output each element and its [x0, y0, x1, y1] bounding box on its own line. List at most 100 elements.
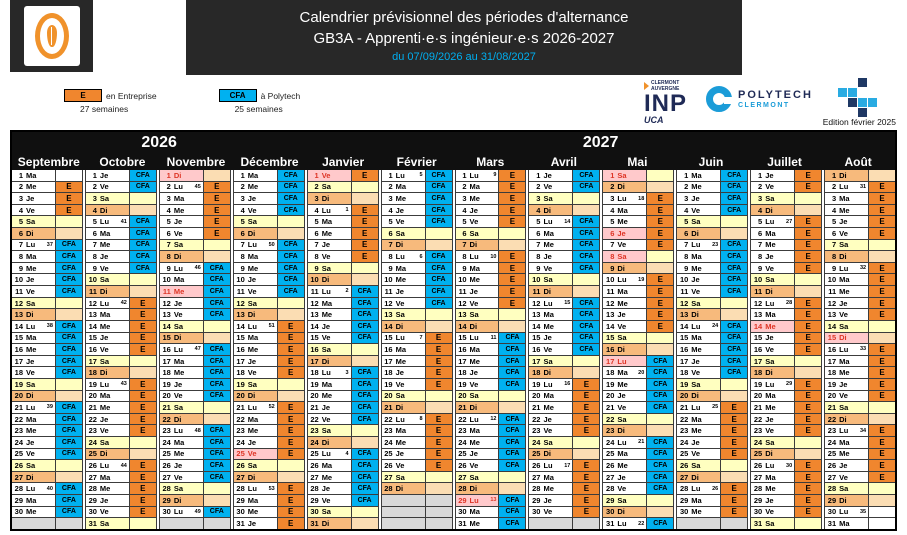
day-row: 7 Lu 37 CFA — [12, 239, 82, 252]
weekday-label: Sa — [321, 344, 331, 354]
weekday-label: Ma — [247, 414, 259, 424]
day-cell: 27 Di — [233, 471, 278, 483]
status-cell: CFA — [647, 483, 674, 495]
day-number: 3 — [92, 194, 97, 204]
day-cell: 26 Ve — [455, 460, 500, 471]
day-cell: 10 Me — [381, 274, 426, 286]
weekday-label: Ma — [247, 495, 259, 505]
status-cell: E — [129, 309, 156, 320]
status-cell — [55, 378, 82, 390]
day-row: 16 Me E — [233, 344, 304, 356]
week-number: 9 — [493, 172, 497, 179]
weekday-label: Ma — [395, 263, 407, 273]
weekday-label: Ma — [765, 228, 776, 238]
day-cell: 22 Ma — [12, 413, 56, 425]
week-number: 26 — [712, 485, 719, 492]
weekday-label: Ma — [691, 495, 702, 505]
status-cell: E — [55, 204, 82, 216]
day-cell: 17 Ma — [825, 355, 870, 367]
weekday-label: Je — [99, 170, 109, 180]
day-row: 14 Sa — [825, 320, 896, 333]
day-row: 30 Lu 35 — [825, 506, 896, 519]
day-cell: 1 Je — [85, 170, 130, 181]
day-row: 4 Lu 1 E — [307, 204, 378, 217]
week-number: 13 — [490, 497, 497, 504]
day-number: 27 — [14, 472, 23, 482]
day-row: 22 Sa — [603, 413, 674, 426]
day-row: 3 Je CFA — [233, 193, 304, 205]
day-row: 23 Ma CFA — [455, 425, 526, 438]
status-cell — [425, 320, 452, 332]
day-cell: 5 Lu 41 — [85, 216, 130, 228]
day-row: 22 Je E — [85, 413, 156, 426]
weekday-label: Je — [247, 356, 257, 366]
day-cell: 2 Lu 31 — [825, 181, 870, 193]
status-cell — [721, 309, 748, 320]
day-row: 30 Sa — [307, 506, 378, 519]
status-cell: E — [277, 506, 304, 518]
day-number: 30 — [310, 507, 319, 517]
status-cell — [203, 239, 230, 251]
weekday-label: Ma — [26, 414, 37, 424]
day-row: 11 Je E — [455, 286, 526, 298]
day-row: 19 Ve CFA — [455, 378, 526, 391]
status-cell: E — [499, 286, 526, 297]
month-column-juillet: 1 Je E 2 Ve E 3 Sa 4 Di 5 Lu 27 E 6 Ma E 7 Me E 8 Je E 9 Ve E 10 Sa… — [750, 170, 823, 529]
status-cell — [277, 378, 304, 390]
day-cell: 24 Ma — [825, 437, 870, 448]
day-cell: 13 Sa — [381, 309, 426, 320]
day-row: 24 Di — [307, 437, 378, 449]
weekday-label: Lu — [617, 194, 627, 204]
day-row: 22 Di — [825, 413, 896, 426]
status-cell — [795, 448, 822, 460]
day-row: 6 Di — [233, 228, 304, 240]
day-number: 28 — [310, 484, 319, 494]
status-cell: CFA — [55, 344, 82, 355]
day-cell: 12 Lu 42 — [85, 297, 130, 309]
day-row: 10 Di — [307, 274, 378, 287]
day-cell: 3 Me — [455, 193, 500, 204]
weekday-label: Je — [395, 368, 404, 378]
weekday-label: Ve — [247, 286, 257, 296]
day-cell: 21 Me — [529, 402, 574, 413]
day-number: 7 — [18, 240, 23, 250]
weekday-label: Sa — [173, 240, 184, 250]
day-number: 25 — [162, 449, 171, 459]
weekday-label: Lu — [839, 426, 849, 436]
day-row: 12 Sa — [677, 297, 748, 310]
week-number: 17 — [564, 462, 571, 469]
status-cell — [351, 518, 378, 529]
weekday-label: Ma — [617, 286, 628, 296]
status-cell: E — [869, 471, 896, 483]
day-row: 26 Sa — [233, 460, 304, 472]
status-cell: E — [351, 216, 378, 228]
day-cell: 13 Di — [233, 309, 278, 320]
day-number: 3 — [610, 194, 615, 204]
month-header-aout: Août — [844, 154, 872, 169]
day-number: 17 — [384, 356, 393, 366]
day-row: 12 Ve E — [455, 297, 526, 310]
day-number: 31 — [88, 519, 97, 529]
status-cell — [499, 390, 526, 402]
weekday-label: Di — [543, 368, 551, 378]
day-cell: 2 Me — [677, 181, 722, 193]
status-cell: E — [795, 181, 822, 193]
day-row: 1 Ma CFA — [233, 170, 304, 182]
weekday-label: Me — [321, 391, 333, 401]
day-cell: 19 Je — [159, 378, 204, 390]
day-row: 18 Di — [85, 367, 156, 379]
entreprise-swatch: E — [64, 89, 102, 102]
day-row: 16 Me CFA — [12, 344, 82, 356]
day-number: 15 — [679, 333, 689, 343]
weekday-label: Sa — [395, 228, 405, 238]
day-cell: 6 Me — [307, 228, 352, 239]
day-number: 5 — [166, 217, 171, 227]
week-number: 52 — [268, 404, 275, 411]
day-cell: 17 Je — [233, 355, 278, 367]
day-row: 10 Sa — [85, 274, 156, 287]
weekday-label: Sa — [469, 472, 479, 482]
day-row: 1 Je CFA — [529, 170, 600, 182]
day-number: 18 — [753, 368, 763, 378]
weekday-label: Ma — [26, 170, 37, 180]
day-row: 15 Je E — [751, 332, 822, 345]
